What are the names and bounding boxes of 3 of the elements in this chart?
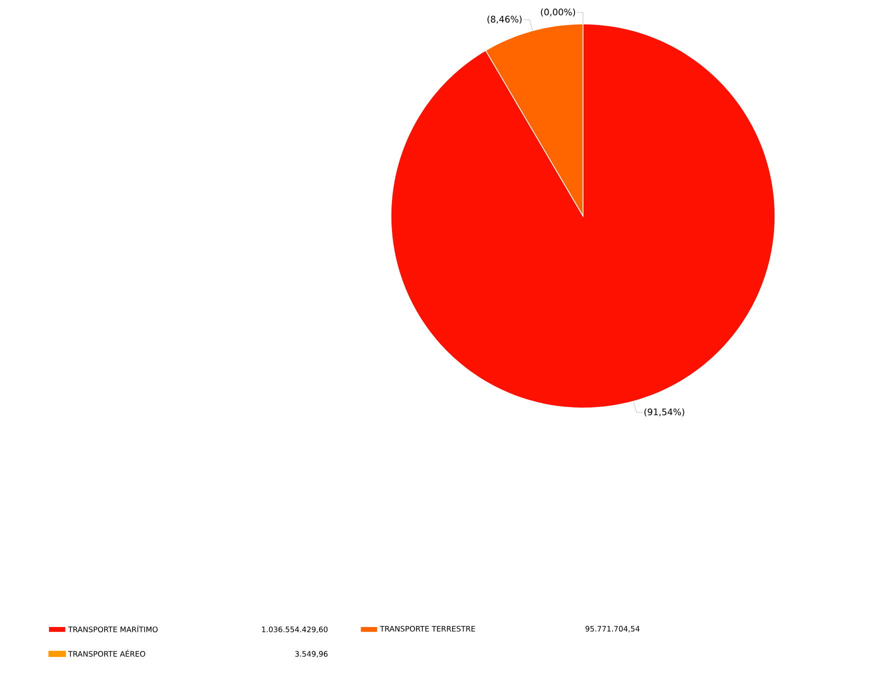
data-label: (91,54%) <box>644 408 684 416</box>
data-label: (8,46%) <box>488 16 522 24</box>
text: (0,00%) <box>540 8 576 16</box>
